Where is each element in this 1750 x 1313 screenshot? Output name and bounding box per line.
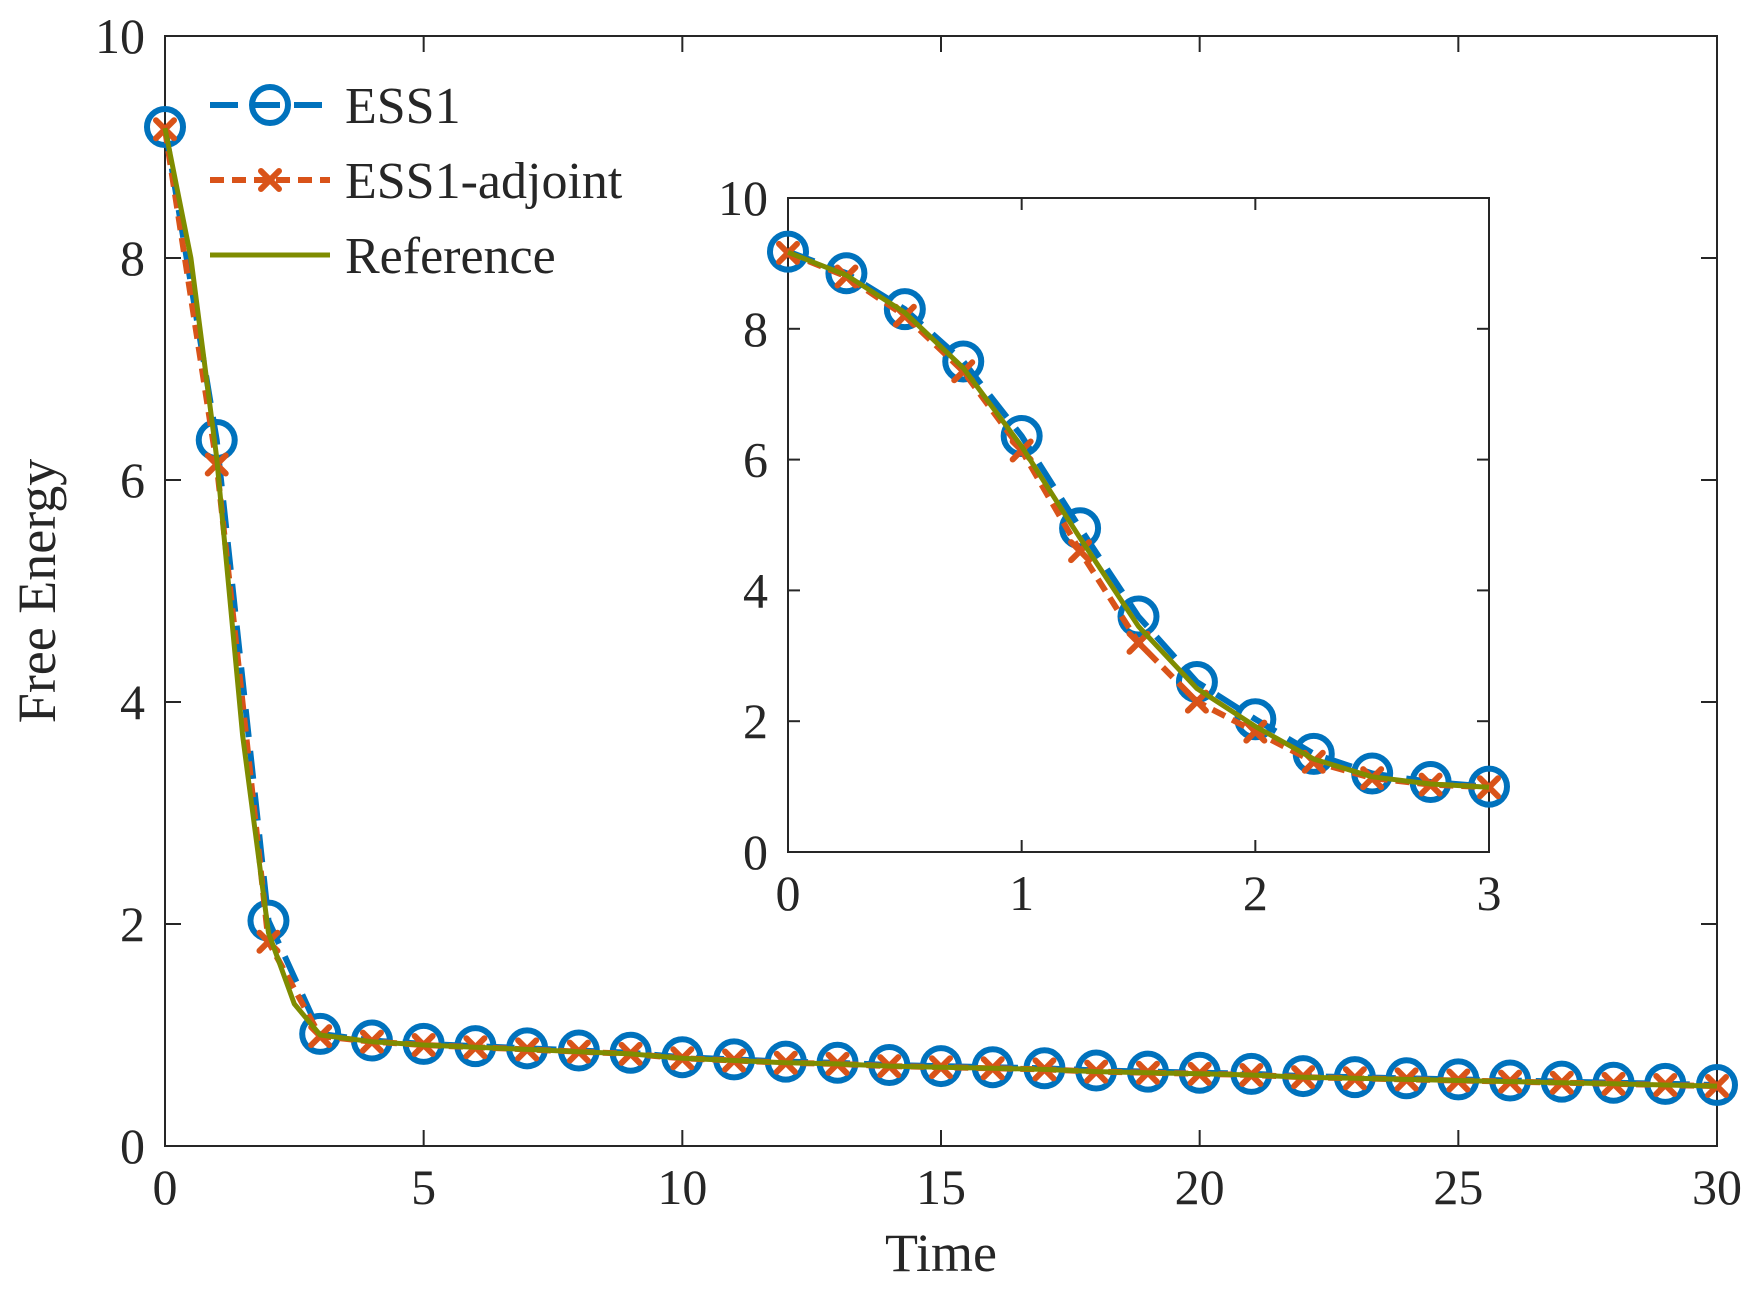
legend-label: ESS1-adjoint [345, 153, 623, 210]
inset-series-reference [787, 249, 1490, 790]
main-y-tick-label: 4 [120, 674, 145, 730]
inset-series-line [786, 248, 1490, 790]
main-series-reference [162, 127, 1718, 1089]
inset-data-point [1126, 630, 1151, 655]
x-marker-icon [1184, 689, 1209, 714]
inset-data-point [825, 252, 868, 295]
x-marker-icon [1126, 630, 1151, 655]
main-data-point [144, 106, 186, 149]
inset-data-point [1117, 595, 1160, 638]
main-y-axis-label: Free Energy [7, 459, 67, 723]
inset-data-point [883, 288, 926, 331]
main-x-tick-label: 20 [1175, 1159, 1225, 1215]
main-x-axis-label: Time [885, 1223, 997, 1283]
main-y-tick-label: 0 [120, 1118, 145, 1174]
main-x-tick-label: 10 [657, 1159, 707, 1215]
main-y-tick-label: 2 [120, 896, 145, 952]
legend-item-ess1: ESS1 [210, 78, 461, 135]
inset-y-tick-label: 6 [743, 432, 768, 488]
main-x-tick-label: 30 [1692, 1159, 1742, 1215]
x-marker-icon [1243, 719, 1268, 744]
inset-data-point [942, 340, 985, 383]
circle-marker-icon [249, 84, 291, 126]
main-series-line [162, 127, 1718, 1089]
inset-y-tick-label: 10 [718, 170, 768, 226]
legend-item-reference: Reference [210, 228, 556, 285]
main-data-point [299, 1012, 342, 1055]
inset-series-line [787, 249, 1490, 790]
inset-chart: 0 1 2 3 0 2 4 6 8 10 [718, 170, 1510, 921]
inset-data-point [767, 230, 809, 273]
main-x-tick-label: 0 [153, 1159, 178, 1215]
main-y-tick-label: 6 [120, 452, 145, 508]
inset-x-tick-label: 0 [776, 865, 801, 921]
inset-data-point [1184, 689, 1209, 714]
inset-y-tick-label: 8 [743, 301, 768, 357]
legend-label: Reference [345, 228, 556, 285]
inset-data-point [1243, 719, 1268, 744]
main-x-tick-label: 15 [916, 1159, 966, 1215]
main-x-tick-label: 5 [411, 1159, 436, 1215]
legend-item-ess1-adjoint: ESS1-adjoint [210, 153, 623, 210]
legend-label: ESS1 [345, 78, 461, 135]
main-y-tick-label: 8 [120, 230, 145, 286]
inset-x-tick-label: 1 [1009, 865, 1034, 921]
inset-y-tick-label: 2 [743, 693, 768, 749]
inset-x-tick-label: 2 [1243, 865, 1268, 921]
inset-y-tick-label: 4 [743, 562, 768, 618]
main-y-tick-label: 10 [95, 8, 145, 64]
main-x-tick-label: 25 [1433, 1159, 1483, 1215]
legend: ESS1 ESS1-adjoint Reference [210, 78, 623, 285]
x-marker-icon [258, 168, 282, 192]
inset-x-tick-label: 3 [1477, 865, 1502, 921]
inset-y-tick-label: 0 [743, 824, 768, 880]
